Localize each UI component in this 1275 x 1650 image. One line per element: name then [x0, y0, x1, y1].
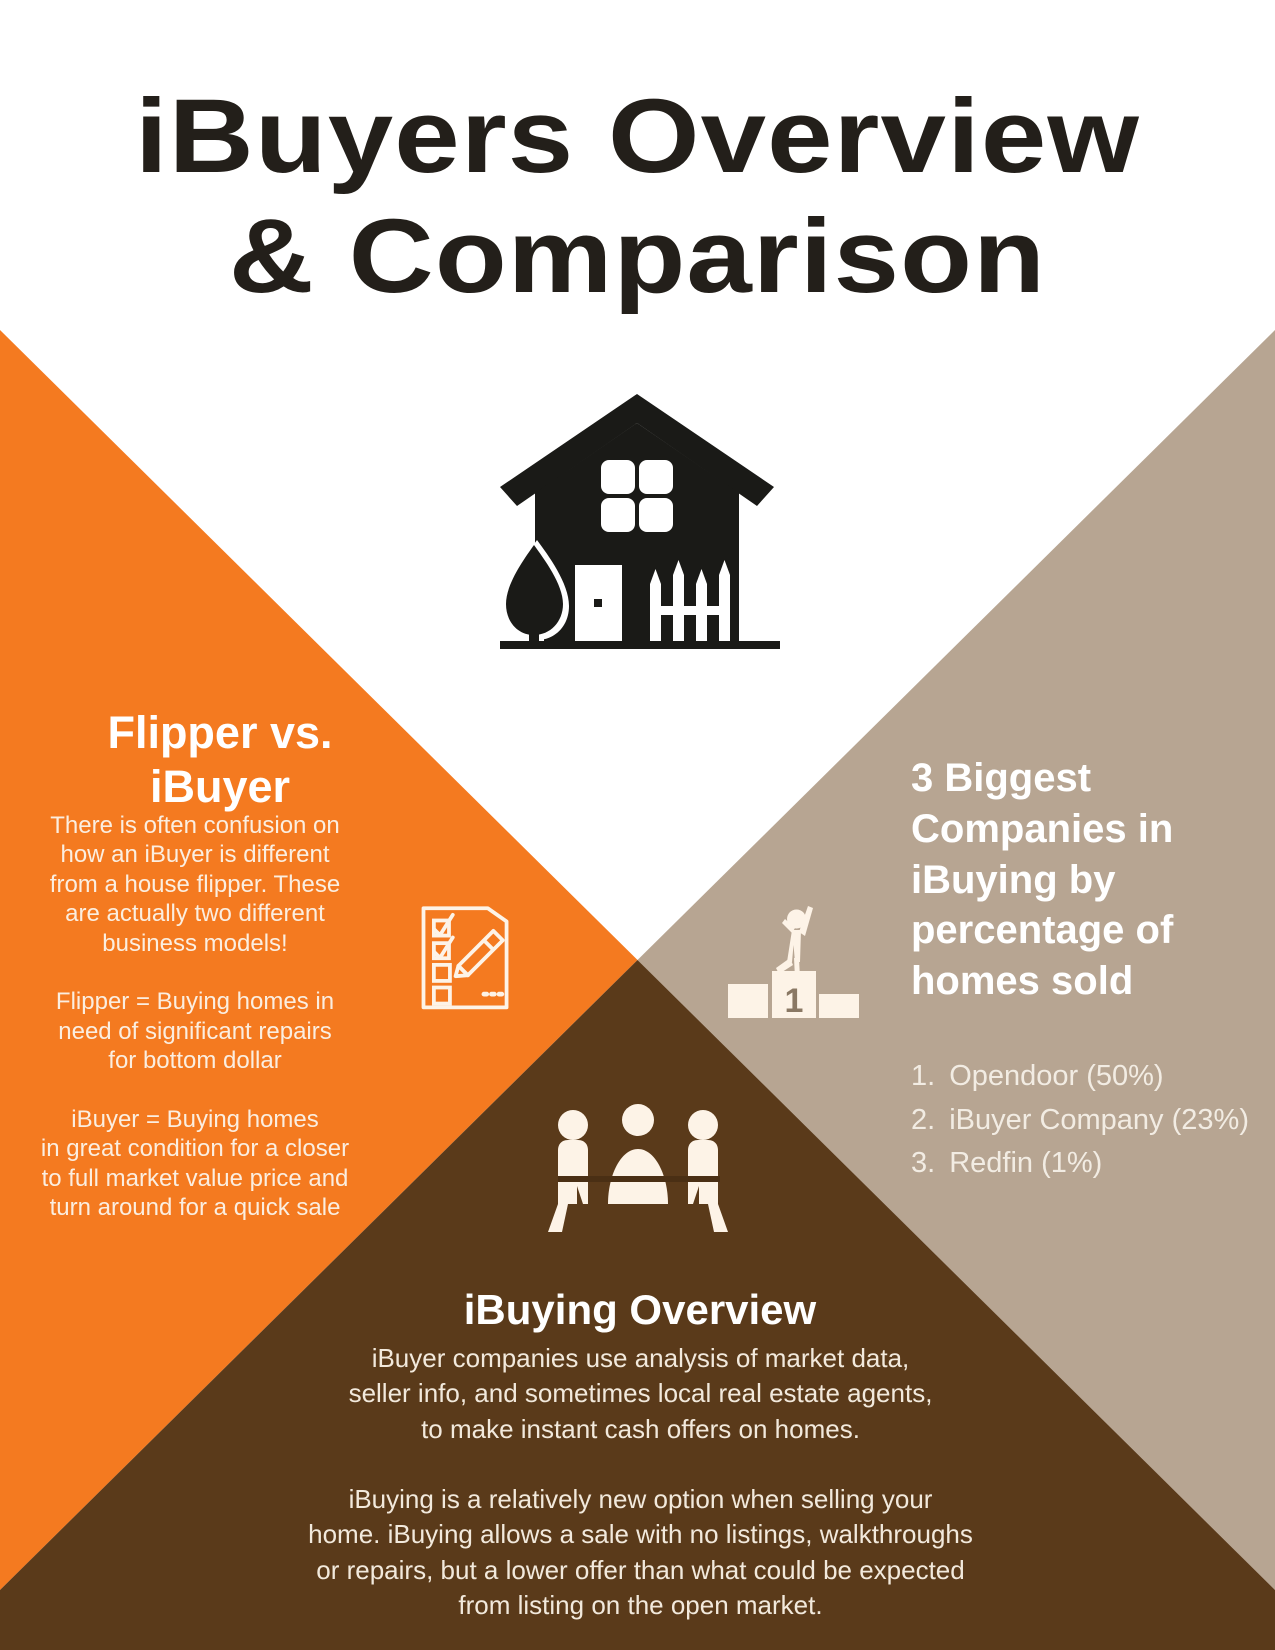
svg-text:1: 1 [785, 982, 804, 1020]
